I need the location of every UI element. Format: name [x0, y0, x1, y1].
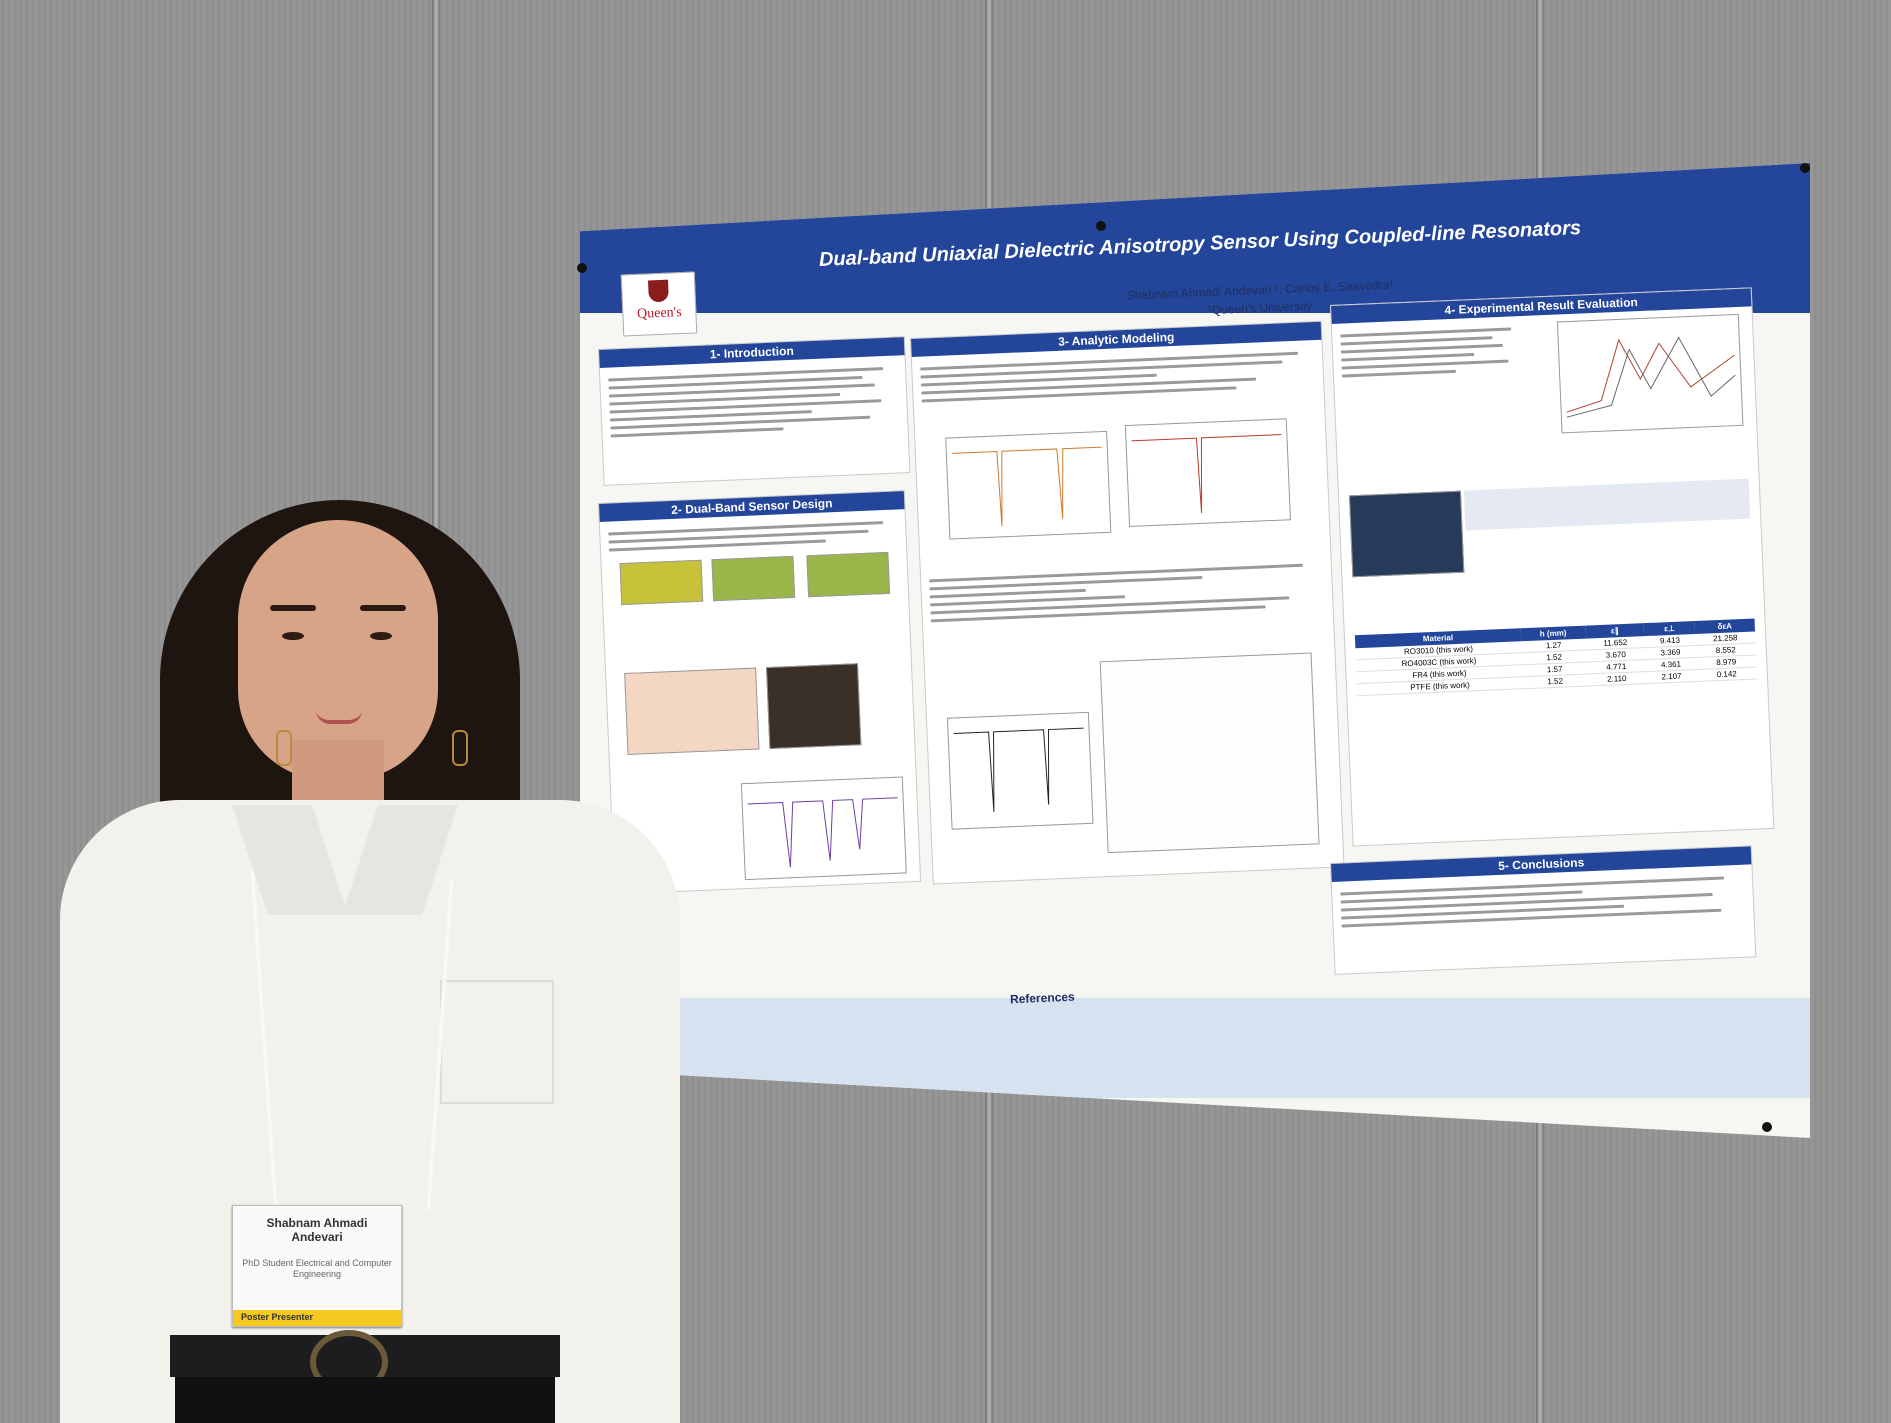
field-figure	[806, 551, 891, 598]
university-logo: Queen's	[620, 271, 698, 337]
fabricated-sensor-photo	[1348, 490, 1465, 578]
resonance-plot-a	[945, 430, 1112, 540]
section-dual-band-design: 2- Dual-Band Sensor Design	[598, 490, 922, 895]
crest-icon	[648, 279, 669, 303]
section-experimental-results: 4- Experimental Result Evaluation Materi…	[1330, 287, 1775, 847]
pants	[175, 1377, 555, 1423]
fabricated-sensor-photo	[766, 663, 862, 750]
references-heading: References	[1009, 989, 1075, 1007]
name-badge: Shabnam Ahmadi Andevari PhD Student Elec…	[232, 1205, 402, 1327]
badge-tag: Poster Presenter	[241, 1312, 314, 1322]
resonator-figure	[619, 559, 704, 606]
pushpin	[1096, 221, 1106, 231]
space-mapping-flowchart	[1099, 652, 1320, 854]
pushpin	[1762, 1122, 1772, 1132]
comparison-table-2: Material h (mm) ε∥ ε⊥ δεA RO3010 (this w…	[1354, 618, 1758, 696]
badge-strip: Poster Presenter	[233, 1310, 401, 1326]
smile	[316, 710, 362, 724]
frequency-response-plot	[1556, 313, 1744, 434]
sensor-layout-figure	[624, 667, 760, 755]
field-figure	[711, 555, 796, 602]
pushpin	[1800, 163, 1810, 173]
research-poster: Queen's Dual-band Uniaxial Dielectric An…	[580, 163, 1810, 1138]
shirt-pocket	[440, 980, 554, 1104]
section-conclusions: 5- Conclusions	[1330, 845, 1757, 975]
logo-text: Queen's	[636, 305, 682, 322]
s11-plot	[740, 776, 907, 881]
earring	[452, 730, 468, 766]
pushpin	[577, 263, 587, 273]
section-analytic-modeling: 3- Analytic Modeling	[910, 320, 1345, 885]
earring	[276, 730, 292, 766]
comparison-table-1	[1463, 474, 1751, 536]
face	[238, 520, 438, 780]
section-introduction: 1- Introduction	[598, 336, 911, 486]
resonance-plot-b	[1124, 418, 1291, 527]
badge-name: Shabnam Ahmadi Andevari	[266, 1216, 368, 1244]
measured-s11-plot	[946, 711, 1094, 830]
badge-role: PhD Student Electrical and Computer Engi…	[242, 1258, 392, 1279]
